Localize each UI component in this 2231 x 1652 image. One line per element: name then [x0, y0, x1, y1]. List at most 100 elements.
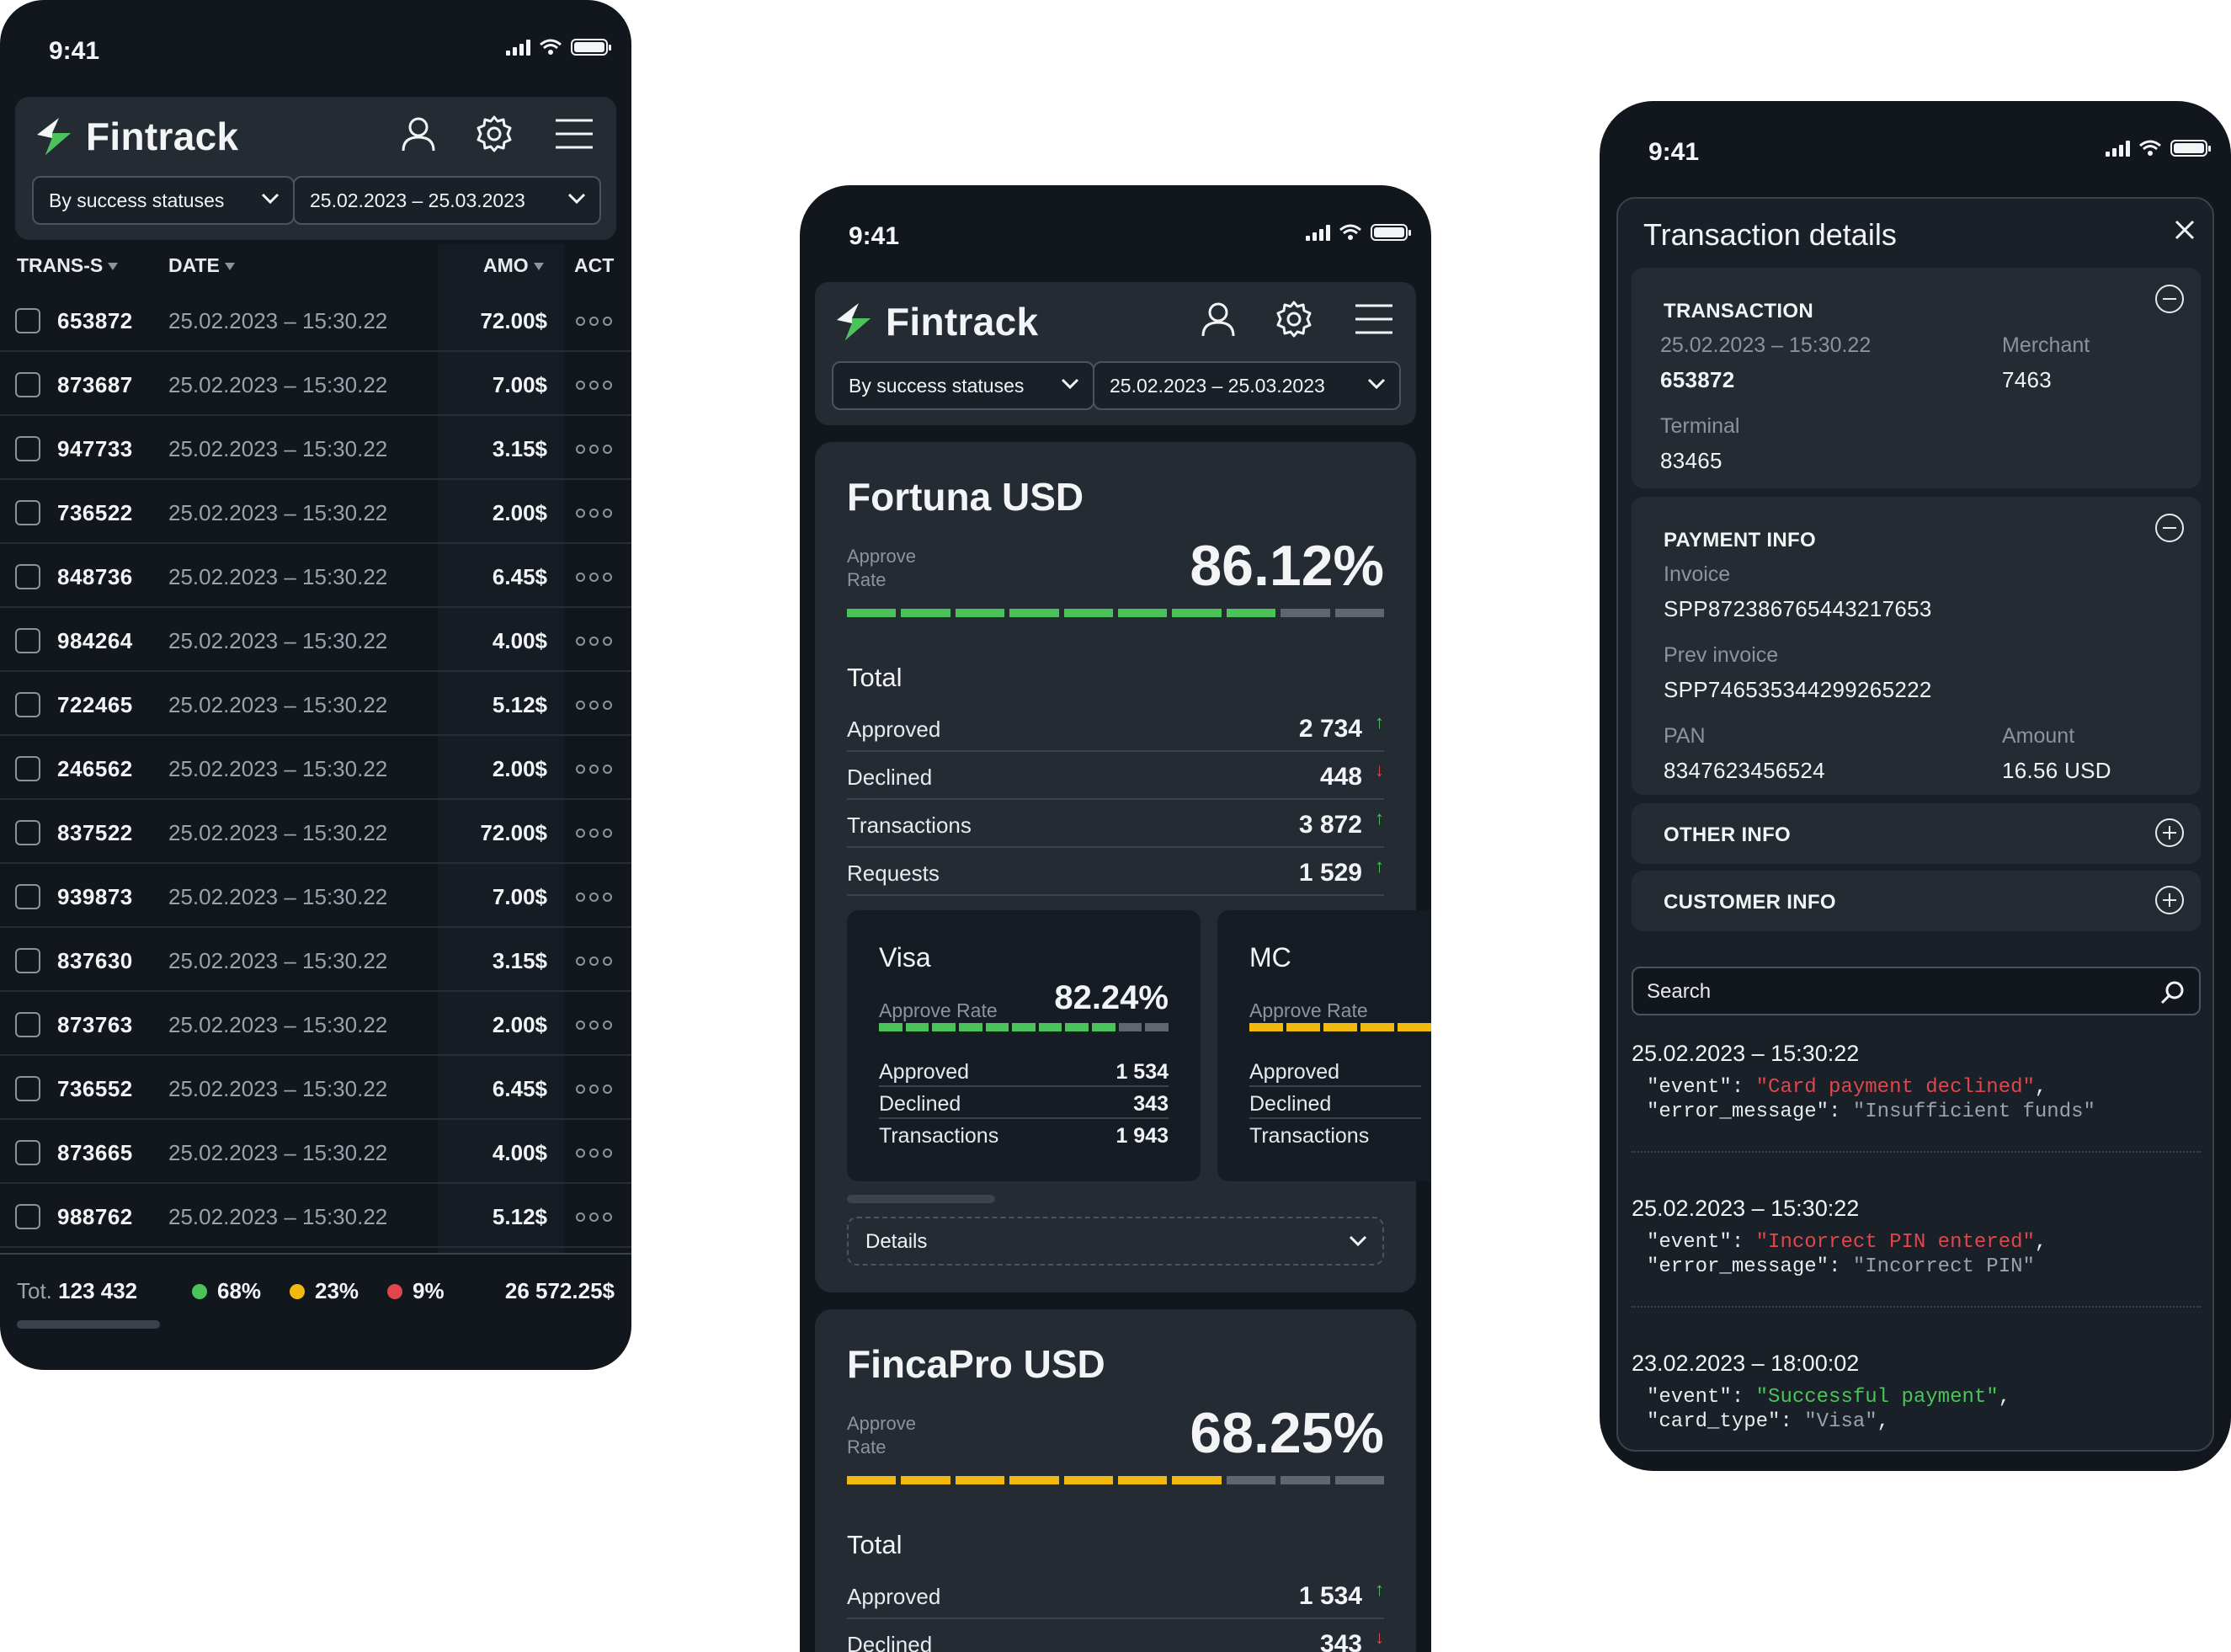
details-toggle[interactable]: Details [847, 1217, 1384, 1266]
more-options-icon[interactable] [576, 1084, 612, 1094]
table-row[interactable]: 736522 25.02.2023 – 15:30.22 2.00$ [0, 480, 631, 544]
more-options-icon[interactable] [576, 573, 612, 582]
more-options-icon[interactable] [576, 1212, 612, 1222]
total-count: Tot. 123 432 [17, 1278, 138, 1303]
status-filter-label: By success statuses [849, 374, 1025, 397]
log-key: "event" [1647, 1231, 1732, 1254]
expand-icon[interactable] [2155, 886, 2184, 914]
chevron-down-icon [567, 193, 586, 205]
chevron-down-icon [1061, 378, 1079, 390]
table-row[interactable]: 873665 25.02.2023 – 15:30.22 4.00$ [0, 1120, 631, 1184]
col-date[interactable]: DATE [168, 254, 235, 277]
more-options-icon[interactable] [576, 765, 612, 774]
more-options-icon[interactable] [576, 637, 612, 646]
payment-section: PAYMENT INFO Invoice SPP8723867654432176… [1632, 497, 2201, 795]
customer-info-section[interactable]: CUSTOMER INFO [1632, 871, 2201, 931]
more-options-icon[interactable] [576, 1021, 612, 1030]
search-icon[interactable] [2160, 980, 2186, 1005]
invoice-value: SPP8723867654432176​53 [1664, 596, 1932, 621]
metric-row: Declined 343 ↓ [847, 1620, 1384, 1652]
collapse-icon[interactable] [2155, 514, 2184, 542]
table-row[interactable]: 939873 25.02.2023 – 15:30.22 7.00$ [0, 864, 631, 928]
transaction-id: 722465 [57, 692, 133, 717]
wifi-icon [2139, 140, 2161, 156]
row-checkbox[interactable] [15, 628, 40, 653]
more-options-icon[interactable] [576, 317, 612, 326]
gear-icon[interactable] [474, 114, 514, 154]
table-row[interactable]: 837522 25.02.2023 – 15:30.22 72.00$ [0, 800, 631, 864]
row-checkbox[interactable] [15, 1076, 40, 1101]
more-options-icon[interactable] [576, 829, 612, 838]
table-row[interactable]: 873687 25.02.2023 – 15:30.22 7.00$ [0, 352, 631, 416]
log-entry: 25.02.2023 – 15:30:22 "event": "Incorrect… [1632, 1196, 2201, 1308]
date-range-dropdown[interactable]: 25.02.2023 – 25.03.2023 [1093, 361, 1401, 410]
visa-card[interactable]: Visa Approve Rate 82.24% Approved 1 534 De… [847, 910, 1201, 1181]
row-checkbox[interactable] [15, 884, 40, 909]
table-row[interactable]: 653872 25.02.2023 – 15:30.22 72.00$ [0, 288, 631, 352]
wifi-icon [540, 39, 562, 55]
more-options-icon[interactable] [576, 1148, 612, 1158]
table-row[interactable]: 984264 25.02.2023 – 15:30.22 4.00$ [0, 608, 631, 672]
row-checkbox[interactable] [15, 436, 40, 461]
transaction-date: 25.02.2023 – 15:30.22 [168, 1012, 388, 1037]
row-checkbox[interactable] [15, 308, 40, 333]
transaction-amount: 6.45$ [492, 564, 547, 589]
menu-icon[interactable] [1354, 299, 1394, 339]
bar-segment [955, 609, 1005, 617]
battery-icon [571, 39, 611, 56]
filter-icon [224, 263, 235, 271]
table-row[interactable]: 848736 25.02.2023 – 15:30.22 6.45$ [0, 544, 631, 608]
user-icon[interactable] [1198, 299, 1238, 339]
row-checkbox[interactable] [15, 1204, 40, 1229]
search-input[interactable]: Search [1632, 967, 2201, 1015]
table-row[interactable]: 837630 25.02.2023 – 15:30.22 3.15$ [0, 928, 631, 992]
row-checkbox[interactable] [15, 372, 40, 397]
table-row[interactable]: 873763 25.02.2023 – 15:30.22 2.00$ [0, 992, 631, 1056]
more-options-icon[interactable] [576, 381, 612, 390]
transaction-date: 25.02.2023 – 15:30.22 [168, 884, 388, 909]
col-trans[interactable]: TRANS-S [17, 254, 119, 277]
row-checkbox[interactable] [15, 1012, 40, 1037]
more-options-icon[interactable] [576, 701, 612, 710]
expand-icon[interactable] [2155, 818, 2184, 847]
user-icon[interactable] [398, 114, 439, 154]
card-metric-label: Transactions [879, 1124, 999, 1148]
more-options-icon[interactable] [576, 445, 612, 454]
more-options-icon[interactable] [576, 893, 612, 902]
table-row[interactable]: 988762 25.02.2023 – 15:30.22 5.12$ [0, 1184, 631, 1248]
metric-label: Declined [847, 765, 933, 790]
horizontal-scrollbar[interactable] [17, 1320, 160, 1329]
mc-card[interactable]: MC Approve Rate Approved Declined Transact… [1217, 910, 1431, 1181]
signal-icon [1306, 224, 1330, 241]
row-checkbox[interactable] [15, 500, 40, 525]
transaction-amount: 2.00$ [492, 500, 547, 525]
menu-icon[interactable] [554, 114, 594, 154]
cards-scrollbar[interactable] [847, 1195, 995, 1203]
transaction-id: 947733 [57, 436, 133, 461]
row-checkbox[interactable] [15, 564, 40, 589]
more-options-icon[interactable] [576, 509, 612, 518]
transaction-amount: 72.00$ [480, 820, 547, 845]
table-row[interactable]: 722465 25.02.2023 – 15:30.22 5.12$ [0, 672, 631, 736]
more-options-icon[interactable] [576, 957, 612, 966]
status-time: 9:41 [49, 37, 100, 65]
row-checkbox[interactable] [15, 820, 40, 845]
pending-stat: 23% [290, 1278, 359, 1304]
row-checkbox[interactable] [15, 948, 40, 973]
row-checkbox[interactable] [15, 692, 40, 717]
transaction-amount: 7.00$ [492, 372, 547, 397]
status-filter-dropdown[interactable]: By success statuses [832, 361, 1094, 410]
other-info-section[interactable]: OTHER INFO [1632, 803, 2201, 864]
collapse-icon[interactable] [2155, 285, 2184, 313]
col-amount[interactable]: AMO [483, 254, 544, 277]
row-checkbox[interactable] [15, 1140, 40, 1165]
status-filter-dropdown[interactable]: By success statuses [32, 176, 295, 225]
table-row[interactable]: 736552 25.02.2023 – 15:30.22 6.45$ [0, 1056, 631, 1120]
table-row[interactable]: 947733 25.02.2023 – 15:30.22 3.15$ [0, 416, 631, 480]
gear-icon[interactable] [1274, 299, 1314, 339]
transaction-id: 939873 [57, 884, 133, 909]
table-row[interactable]: 246562 25.02.2023 – 15:30.22 2.00$ [0, 736, 631, 800]
close-icon[interactable] [2174, 219, 2196, 241]
row-checkbox[interactable] [15, 756, 40, 781]
date-range-dropdown[interactable]: 25.02.2023 – 25.03.2023 [293, 176, 601, 225]
